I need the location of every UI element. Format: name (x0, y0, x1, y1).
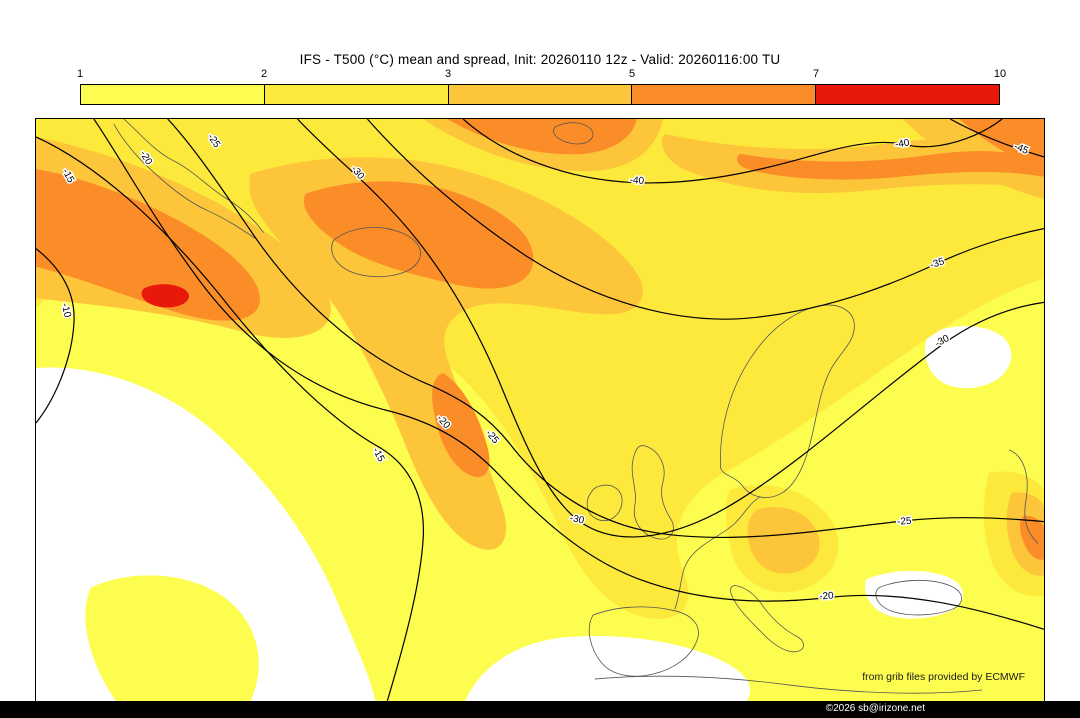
coastline-black-sea (875, 579, 962, 616)
spread-region-7-10 (141, 284, 189, 308)
spread-region-5-7 (959, 119, 1044, 169)
contour-line-minus30 (297, 119, 1044, 538)
colorbar (80, 84, 1000, 105)
colorbar-ticks: 1 2 3 5 7 10 (76, 68, 1006, 81)
contour-line-minus35 (366, 119, 1044, 320)
spread-region-3-5 (249, 157, 643, 550)
colorbar-segment-5 (815, 85, 999, 104)
colorbar-tick: 5 (628, 68, 636, 80)
colorbar-segment-3 (447, 85, 632, 104)
coastline-iceland (331, 227, 421, 277)
spread-region-5-7 (736, 151, 1044, 180)
contour-label: -10 (59, 302, 73, 319)
colorbar-tick: 2 (260, 68, 268, 80)
copyright-text: ©2026 sb@irizone.net (825, 703, 925, 714)
spread-region-lt1 (864, 570, 964, 619)
coastline-north-africa (594, 675, 983, 694)
contour-label: -20 (819, 590, 835, 602)
spread-region-5-7 (303, 181, 534, 289)
colorbar-tick: 1 (76, 68, 84, 80)
coastline-greenland (113, 119, 264, 239)
coastline-ireland (586, 484, 623, 522)
colorbar-segment-2 (263, 85, 448, 104)
coastline-france (674, 496, 761, 610)
spread-region-5-7 (36, 168, 260, 321)
colorbar-segment-1 (81, 85, 264, 104)
coastline-great-britain (631, 445, 674, 540)
footer-bar: ©2026 sb@irizone.net (0, 701, 1080, 718)
contour-line-minus40 (462, 119, 1003, 184)
coastline-svalbard (553, 122, 594, 145)
contour-label: -40 (629, 175, 645, 187)
spread-region-5-7 (1020, 515, 1044, 560)
provider-credit: from grib files provided by ECMWF (862, 671, 1025, 683)
colorbar-tick: 3 (444, 68, 452, 80)
spread-region-3-5 (747, 507, 820, 574)
coastline-iberia (588, 606, 699, 677)
contour-line-minus10 (36, 248, 75, 424)
contour-label: -25 (897, 516, 913, 528)
spread-layer-5-7 (36, 119, 1044, 560)
spread-region-5-7 (432, 373, 490, 478)
page-title: IFS - T500 (°C) mean and spread, Init: 2… (299, 52, 781, 67)
colorbar-tick: 7 (812, 68, 820, 80)
coastline-layer (113, 119, 1039, 694)
contour-layer (36, 119, 1044, 701)
contour-label: -30 (569, 513, 586, 527)
spread-region-1-2-island (85, 575, 259, 701)
coastline-caspian (1008, 449, 1039, 544)
coastline-italy (730, 584, 804, 653)
coastline-scandinavia (720, 304, 855, 498)
contour-line-minus20 (93, 119, 1044, 630)
contour-line-minus15-west (36, 136, 424, 701)
colorbar-tick: 10 (993, 68, 1007, 80)
weather-map: -15 -20 -25 -30 -40 -40 -45 -35 -30 -10 … (36, 119, 1044, 701)
contour-label: -40 (894, 138, 910, 151)
contour-line-minus45 (949, 119, 1044, 158)
contour-line-minus25 (167, 119, 1044, 539)
colorbar-segment-4 (631, 85, 816, 104)
map-frame: -15 -20 -25 -30 -40 -40 -45 -35 -30 -10 … (35, 118, 1045, 702)
